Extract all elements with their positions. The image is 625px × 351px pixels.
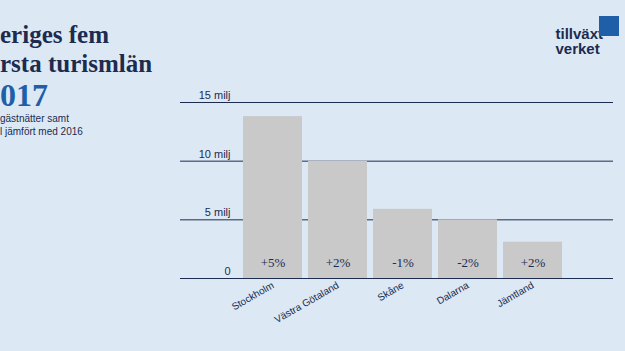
html-text:rsta turismlän: rsta turismlän	[0, 50, 153, 77]
svg-text:Dalarna: Dalarna	[435, 279, 471, 306]
svg-text:5 milj: 5 milj	[205, 206, 231, 218]
svg-text:Skåne: Skåne	[376, 279, 406, 303]
svg-text:-2%: -2%	[457, 255, 479, 270]
svg-text:10 milj: 10 milj	[199, 148, 231, 160]
svg-text:+2%: +2%	[326, 255, 351, 270]
html-text:gästnätter samt: gästnätter samt	[0, 113, 69, 124]
svg-text:Jämtland: Jämtland	[495, 279, 536, 309]
html-text:l jämfört med 2016: l jämfört med 2016	[0, 126, 83, 137]
html-text:017: 017	[0, 77, 48, 113]
svg-text:-1%: -1%	[392, 255, 414, 270]
svg-text:0: 0	[224, 265, 230, 277]
svg-text:+5%: +5%	[261, 255, 286, 270]
svg-text:15 milj: 15 milj	[199, 89, 231, 101]
html-text:tillväxt: tillväxt	[555, 25, 603, 42]
html-text:eriges fem: eriges fem	[0, 21, 109, 48]
svg-text:Västra Götaland: Västra Götaland	[273, 279, 341, 325]
svg-text:+2%: +2%	[521, 255, 546, 270]
html-text:verket: verket	[555, 40, 600, 57]
svg-text:Stockholm: Stockholm	[230, 279, 276, 312]
